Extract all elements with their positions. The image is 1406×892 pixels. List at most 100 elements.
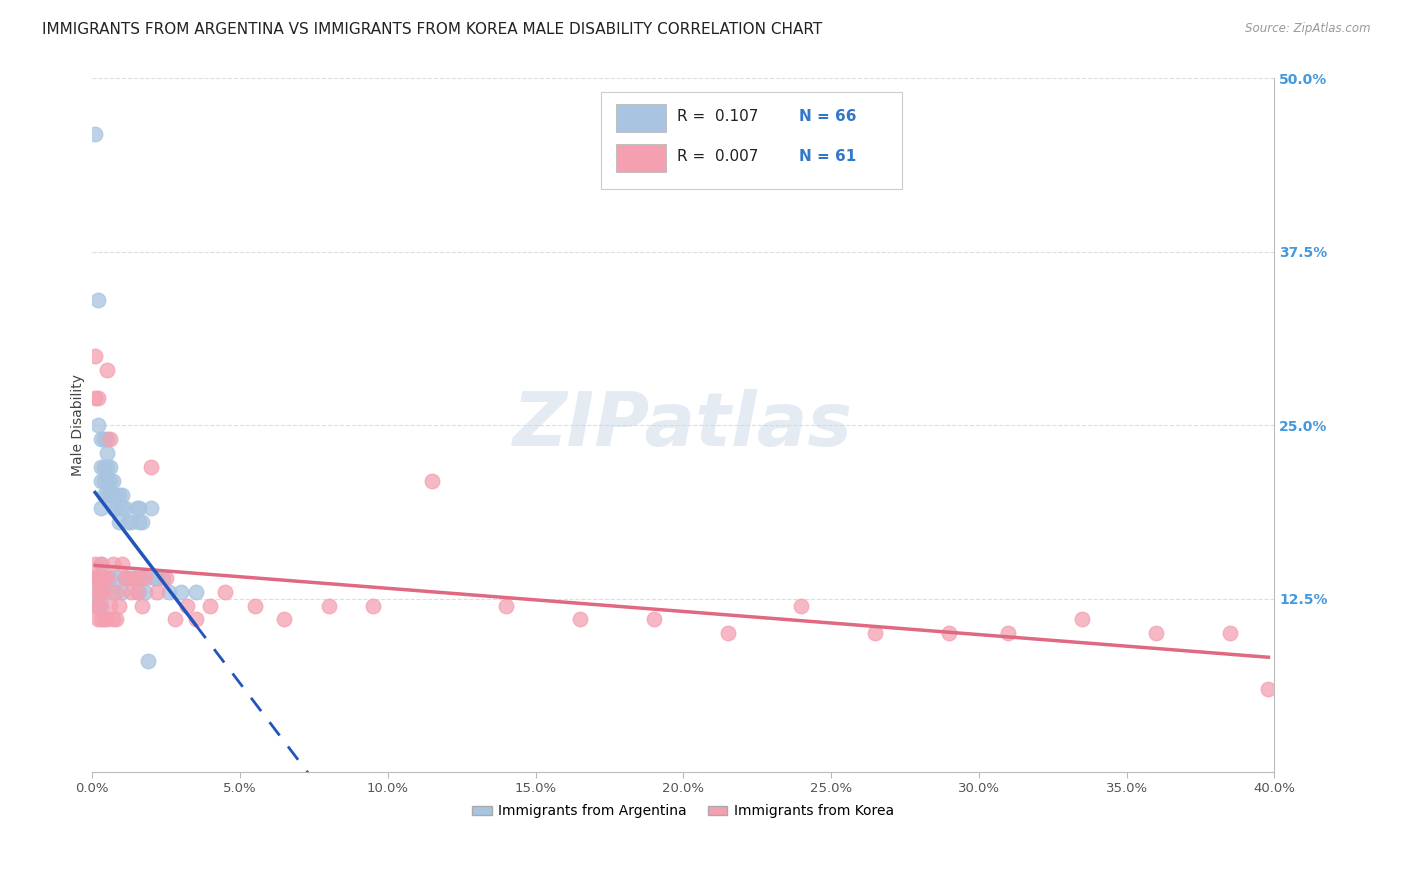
Point <box>200 599 222 613</box>
Point <box>90 432 112 446</box>
Point <box>87 599 110 613</box>
Point <box>111 557 134 571</box>
Point <box>146 571 169 585</box>
Point <box>84 349 107 363</box>
Point <box>104 488 127 502</box>
Point <box>134 584 156 599</box>
Point <box>120 584 142 599</box>
Point <box>96 612 118 626</box>
Point <box>361 599 384 613</box>
Point <box>87 571 110 585</box>
Point <box>90 584 112 599</box>
Point <box>318 599 340 613</box>
Point <box>111 501 134 516</box>
Point <box>997 626 1019 640</box>
Point <box>90 474 112 488</box>
Point <box>84 571 107 585</box>
Point <box>117 571 139 585</box>
Point <box>87 418 110 433</box>
Point <box>90 571 112 585</box>
Point <box>84 599 107 613</box>
Point <box>90 459 112 474</box>
Point <box>84 391 107 405</box>
Point <box>93 571 115 585</box>
Point <box>98 432 121 446</box>
Text: IMMIGRANTS FROM ARGENTINA VS IMMIGRANTS FROM KOREA MALE DISABILITY CORRELATION C: IMMIGRANTS FROM ARGENTINA VS IMMIGRANTS … <box>42 22 823 37</box>
Point <box>84 599 107 613</box>
Point <box>125 501 148 516</box>
Point <box>143 571 166 585</box>
Point <box>87 391 110 405</box>
Point <box>93 432 115 446</box>
Point <box>117 571 139 585</box>
Point <box>128 571 150 585</box>
Point <box>98 474 121 488</box>
Point <box>90 584 112 599</box>
Point <box>128 501 150 516</box>
Text: N = 66: N = 66 <box>799 109 856 124</box>
Point <box>96 363 118 377</box>
FancyBboxPatch shape <box>616 104 665 132</box>
Point <box>98 599 121 613</box>
Point <box>131 571 153 585</box>
Point <box>120 571 142 585</box>
Point <box>98 459 121 474</box>
Point <box>111 488 134 502</box>
Legend: Immigrants from Argentina, Immigrants from Korea: Immigrants from Argentina, Immigrants fr… <box>467 799 900 824</box>
Point <box>146 584 169 599</box>
Point <box>125 571 148 585</box>
Point <box>1071 612 1094 626</box>
Point <box>90 501 112 516</box>
Point <box>938 626 960 640</box>
Point <box>120 516 142 530</box>
Point <box>107 488 129 502</box>
Point <box>93 612 115 626</box>
Point <box>93 571 115 585</box>
Point <box>131 516 153 530</box>
Y-axis label: Male Disability: Male Disability <box>72 375 86 476</box>
Point <box>141 501 163 516</box>
Point <box>865 626 887 640</box>
Point <box>90 557 112 571</box>
Point <box>184 584 207 599</box>
Point <box>104 571 127 585</box>
Point <box>107 516 129 530</box>
Point <box>104 584 127 599</box>
Point <box>96 571 118 585</box>
Point <box>125 584 148 599</box>
Point <box>96 432 118 446</box>
Point <box>495 599 517 613</box>
Point <box>152 571 174 585</box>
Point <box>98 571 121 585</box>
FancyBboxPatch shape <box>600 93 903 189</box>
Point <box>101 612 124 626</box>
Point <box>117 516 139 530</box>
Point <box>1257 681 1279 696</box>
Point <box>87 612 110 626</box>
Point <box>87 584 110 599</box>
Text: R =  0.007: R = 0.007 <box>678 149 759 164</box>
Point <box>93 474 115 488</box>
Text: Source: ZipAtlas.com: Source: ZipAtlas.com <box>1246 22 1371 36</box>
Point <box>273 612 295 626</box>
Point <box>84 571 107 585</box>
Point <box>122 571 145 585</box>
Point <box>243 599 266 613</box>
Point <box>114 571 136 585</box>
Point <box>131 599 153 613</box>
Text: N = 61: N = 61 <box>799 149 856 164</box>
Point <box>101 557 124 571</box>
Point <box>98 488 121 502</box>
Point <box>420 474 443 488</box>
Point <box>107 599 129 613</box>
Point <box>96 446 118 460</box>
Point <box>93 459 115 474</box>
Point <box>155 571 177 585</box>
Point <box>1144 626 1167 640</box>
Point <box>1219 626 1241 640</box>
Point <box>114 571 136 585</box>
Point <box>163 612 186 626</box>
Point <box>90 557 112 571</box>
Point <box>93 488 115 502</box>
Point <box>122 571 145 585</box>
